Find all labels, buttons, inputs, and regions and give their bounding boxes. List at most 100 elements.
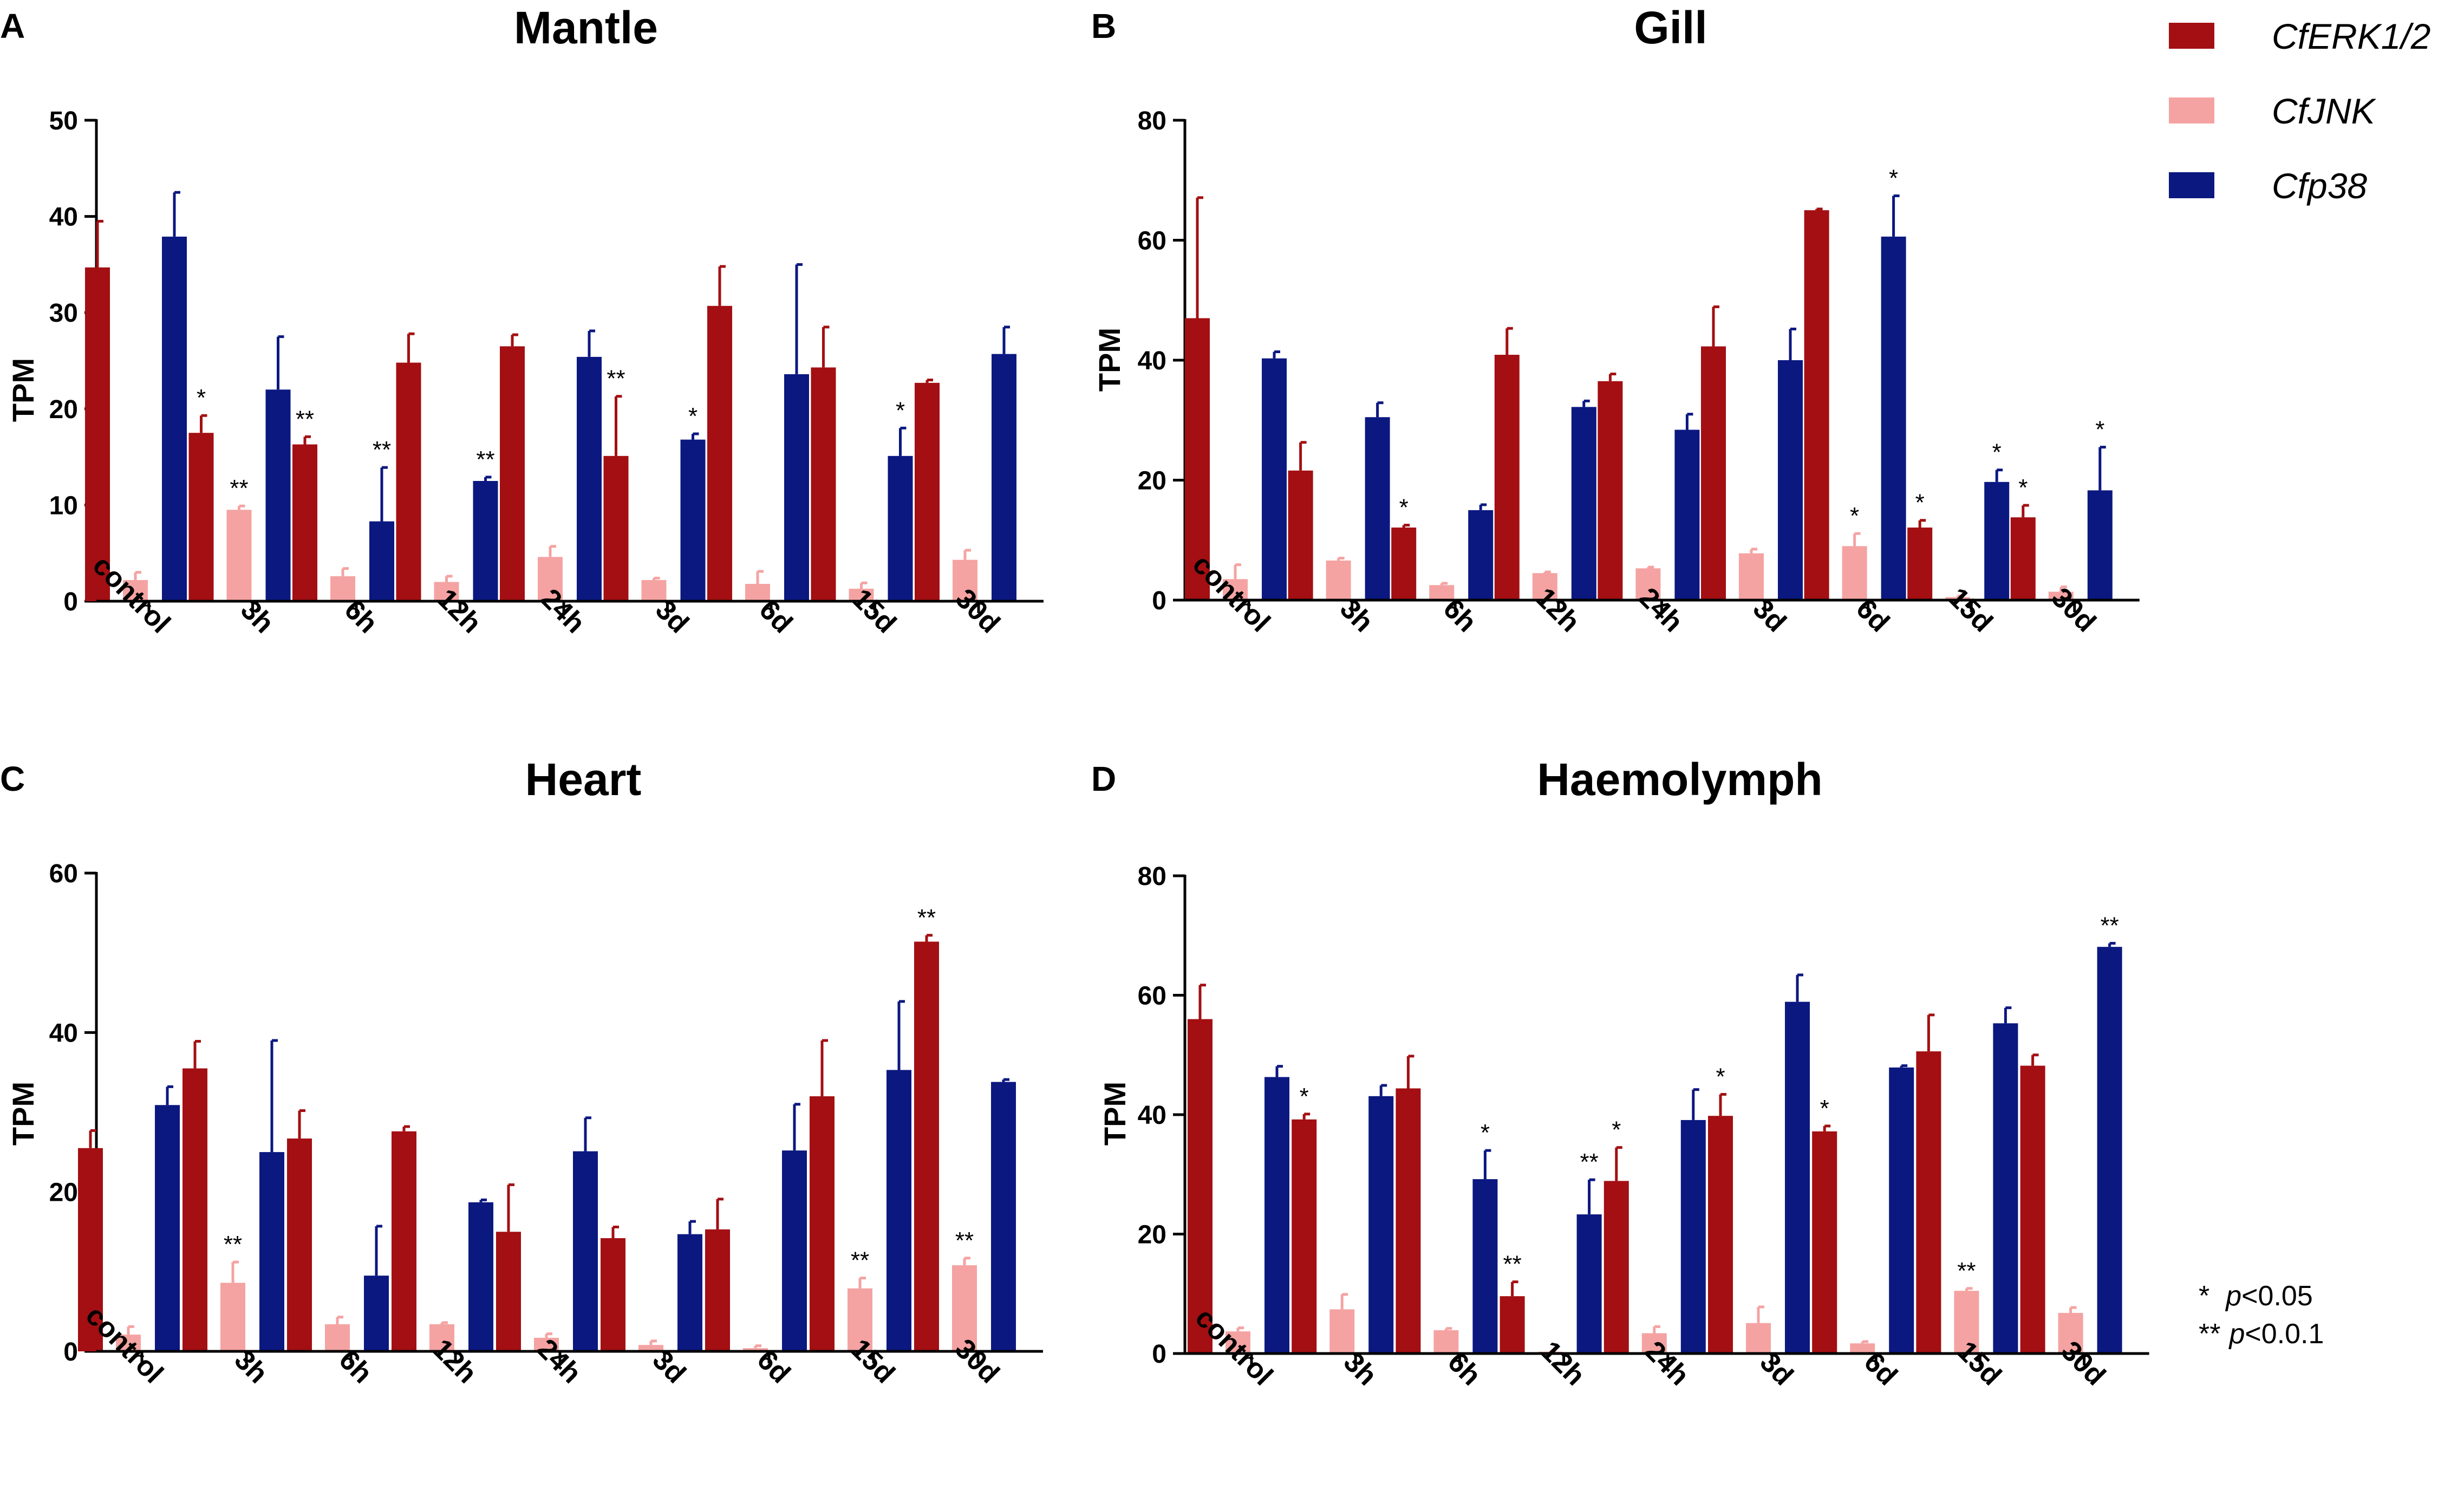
footnote-threshold-2: <0.0.1 [2245,1318,2324,1350]
significance-footnote: * p<0.05 ** p<0.0.1 [2199,1280,2324,1350]
bar [1468,510,1494,600]
y-tick-label: 40 [1138,347,1166,375]
bar [434,582,459,601]
bar [1472,1179,1498,1354]
bar [1326,560,1351,600]
bar [680,439,706,601]
significance-mark: * [1481,1120,1490,1146]
bar [1993,1023,2018,1354]
y-tick-label: 20 [1138,1221,1166,1250]
y-tick-label: 0 [1152,587,1166,615]
y-tick-label: 0 [1152,1340,1166,1369]
significance-mark: * [1992,439,2002,466]
bar [85,267,110,601]
bar [188,433,214,601]
panel-letter-b: B [1091,6,1116,45]
footnote-star-1: * [2199,1280,2209,1312]
bar [2010,517,2036,600]
bar [1494,355,1520,600]
y-axis-label-haemolymph: TPM [1098,1082,1132,1146]
y-tick-label: 40 [49,1019,78,1047]
bar [914,941,939,1351]
bar [782,1150,807,1351]
footnote-p-1: p [2225,1280,2241,1312]
panel-letter-c: C [0,759,25,798]
bar [1226,1331,1250,1354]
bar [1262,358,1287,600]
bar [992,354,1016,601]
bar [1674,430,1700,600]
bar [1907,527,1933,600]
bar [1701,346,1726,600]
significance-mark: * [2018,474,2028,501]
y-tick-label: 60 [1138,982,1166,1011]
legend-swatch-erk [2169,23,2214,49]
significance-mark: ** [476,446,494,473]
y-tick-label: 20 [49,1179,78,1207]
bar [1368,1096,1394,1354]
bar [396,362,421,601]
bar [226,510,252,601]
legend-label-jnk: CfJNK [2272,91,2377,131]
significance-mark: * [1820,1095,1829,1122]
bar [1746,1323,1771,1354]
bar [888,456,913,601]
bar [1739,553,1764,600]
bar [1954,1291,1979,1354]
bar [429,1324,454,1351]
bar [292,444,317,601]
bar [1804,210,1829,600]
chart-title-gill: Gill [1634,2,1707,53]
bar [1785,1001,1810,1354]
bar [1576,1214,1602,1354]
significance-mark: * [1716,1064,1725,1090]
significance-mark: ** [851,1247,869,1274]
bar [1641,1333,1667,1354]
y-tick-label: 40 [49,203,78,232]
significance-mark: * [1399,495,1409,521]
bar [745,584,770,601]
significance-mark: * [1612,1117,1621,1143]
y-tick-label: 0 [63,1338,78,1367]
significance-mark: * [1915,490,1925,516]
bar [265,389,291,601]
legend: CfERK1/2 CfJNK Cfp38 [2169,16,2430,206]
y-tick-label: 30 [49,299,78,328]
bar [952,1265,977,1351]
bar [330,576,355,601]
bar [1391,527,1417,600]
footnote-line-2: ** p<0.0.1 [2199,1318,2324,1350]
significance-mark: ** [607,366,625,392]
bar [638,1345,663,1351]
bar [538,557,563,601]
panel-letter-d: D [1091,759,1116,798]
panel-haemolymph: D Haemolymph TPM 020406080*************c… [1091,754,2149,1391]
bar [500,346,525,601]
bar [1881,236,1906,601]
chart-title-haemolymph: Haemolymph [1537,754,1822,805]
bar [886,1070,911,1351]
bar [1188,1019,1213,1354]
bar [1635,568,1661,600]
bar [1288,470,1313,600]
bar [1532,573,1557,600]
significance-mark: * [197,385,206,411]
bar [364,1276,389,1351]
footnote-star-2: ** [2199,1318,2220,1350]
chart-title-heart: Heart [525,754,642,805]
y-tick-label: 80 [1138,107,1166,135]
bar [601,1238,625,1351]
bar [784,374,809,601]
bar [1185,318,1210,600]
bar [707,305,732,601]
bar [116,1335,141,1351]
bar [534,1337,559,1351]
y-tick-label: 80 [1138,862,1166,891]
chart-title-mantle: Mantle [514,2,658,53]
footnote-p-2: p [2228,1318,2245,1350]
bar [1598,381,1623,600]
bar [123,580,148,601]
bar [1984,482,2010,600]
